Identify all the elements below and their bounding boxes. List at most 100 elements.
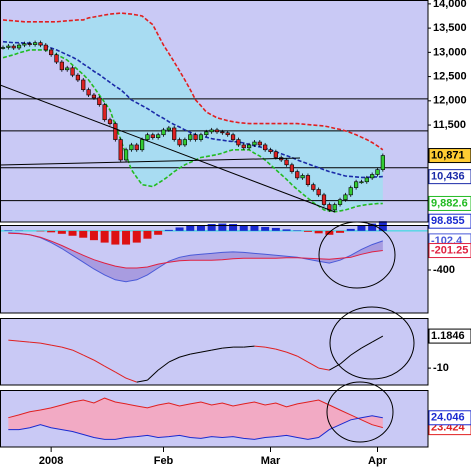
candle	[370, 174, 375, 179]
histogram-bar	[143, 230, 152, 239]
y-tick-label: 12,500	[433, 70, 467, 82]
value-label: 24.046	[431, 412, 465, 424]
candle	[86, 89, 91, 96]
value-label-bg	[428, 328, 471, 344]
value-label-bg	[428, 148, 471, 164]
data-layer	[0, 12, 428, 440]
value-label-bg	[428, 243, 471, 259]
candle	[225, 132, 230, 136]
indicator-line	[115, 371, 127, 379]
candle	[257, 141, 262, 146]
macd-fill	[8, 232, 383, 282]
area-fill	[8, 398, 383, 440]
candle	[316, 189, 321, 196]
y-tick-label: 12,000	[433, 95, 467, 107]
indicator-line	[361, 341, 373, 349]
candle	[54, 54, 59, 63]
histogram-bar	[239, 225, 248, 231]
x-tick-label: Feb	[154, 455, 174, 467]
value-label-bg	[428, 169, 471, 185]
candle	[91, 94, 97, 99]
histogram-bar	[79, 230, 88, 238]
macd-line	[8, 232, 383, 269]
candle	[22, 43, 27, 46]
x-tick-label: 2008	[39, 455, 63, 467]
candle	[113, 123, 118, 140]
panel-bg	[0, 225, 428, 313]
indicator-line	[51, 344, 62, 348]
panel-frame	[0, 318, 429, 386]
histogram-bar	[303, 230, 312, 232]
indicator-line	[211, 347, 223, 351]
candle	[6, 45, 11, 48]
candle	[65, 67, 70, 71]
candle	[247, 144, 252, 149]
y-tick-label: 13,500	[433, 22, 467, 34]
candle	[177, 139, 182, 146]
candle	[172, 127, 177, 140]
y-tick-label: 11,500	[433, 119, 466, 131]
candle	[49, 49, 54, 56]
candle	[150, 134, 155, 138]
indicator-line	[350, 347, 362, 356]
candle	[204, 131, 209, 136]
candle	[263, 144, 268, 151]
indicator-line	[339, 354, 352, 365]
candle	[311, 184, 316, 190]
indicator-line	[222, 346, 234, 349]
histogram-bar	[271, 227, 280, 231]
histogram-bar	[111, 230, 120, 245]
label-layer: 14,000 13,500 13,000 12,500 12,000 11,500 10,8…	[39, 0, 471, 467]
candle	[364, 177, 369, 183]
indicator-line	[93, 359, 105, 367]
indicator-line	[136, 379, 148, 383]
candle	[214, 129, 220, 133]
candle	[343, 194, 348, 201]
panel-bg	[0, 318, 428, 385]
indicator-line	[275, 348, 287, 353]
indicator-line	[8, 339, 20, 342]
candle	[305, 175, 311, 185]
indicator-line	[104, 365, 116, 373]
y-tick-label: -10	[433, 362, 449, 374]
indicator-line	[265, 346, 276, 350]
panel-frame	[0, 225, 429, 314]
histogram-bar	[282, 229, 291, 231]
candle	[359, 181, 364, 184]
indicator-line	[40, 342, 52, 346]
histogram-bar	[196, 225, 205, 231]
histogram-bar	[314, 230, 323, 234]
value-label: 10,436	[431, 171, 465, 183]
histogram-bar	[368, 223, 377, 231]
highlight-circle	[326, 381, 394, 443]
candle	[123, 149, 129, 161]
value-label-bg	[428, 213, 471, 229]
histogram-bar	[164, 229, 173, 231]
histogram-bar	[132, 230, 141, 243]
value-label: -201.25	[431, 244, 468, 256]
trend-line	[0, 157, 301, 166]
candle	[59, 61, 64, 71]
y-tick-label: -400	[433, 264, 455, 276]
indicator-line	[179, 353, 191, 358]
candle	[332, 204, 337, 211]
candle	[38, 42, 43, 46]
trend-line	[0, 84, 336, 213]
indicator-line	[168, 356, 180, 363]
histogram-bar	[186, 225, 195, 231]
candle	[0, 47, 6, 49]
value-label-bg	[428, 410, 471, 426]
candle	[134, 144, 139, 151]
histogram-bar	[261, 226, 270, 231]
candle	[145, 134, 150, 140]
candle	[273, 151, 278, 158]
candle	[236, 139, 241, 146]
area-line	[8, 397, 383, 429]
histogram-bar	[336, 230, 345, 233]
candle	[289, 164, 295, 172]
candle	[129, 144, 134, 151]
candle	[295, 171, 300, 179]
value-label: 1.1846	[431, 330, 465, 342]
candle	[70, 67, 75, 76]
